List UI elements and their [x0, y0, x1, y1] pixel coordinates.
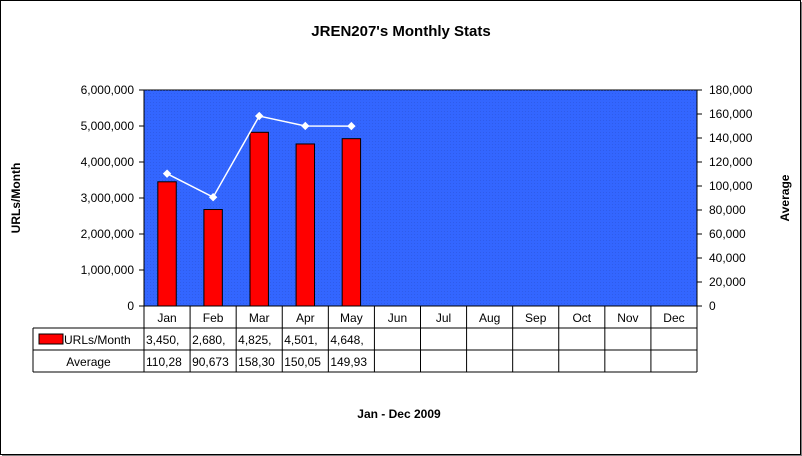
x-tick-label: Sep — [525, 311, 547, 325]
table-cell-urls: 3,450, — [146, 333, 179, 347]
y-tick-label: 4,000,000 — [81, 155, 135, 169]
y-tick-label: 6,000,000 — [81, 83, 135, 97]
legend-label-urls: URLs/Month — [64, 333, 131, 347]
y2-tick-label: 60,000 — [709, 227, 746, 241]
x-tick-label: Oct — [572, 311, 591, 325]
table-cell-average: 90,673 — [192, 355, 229, 369]
y-tick-label: 3,000,000 — [81, 191, 135, 205]
bar-feb — [203, 209, 223, 307]
y2-tick-label: 160,000 — [709, 107, 753, 121]
table-cell-urls: 4,648, — [330, 333, 363, 347]
y2-tick-label: 0 — [709, 299, 716, 313]
x-tick-label: May — [340, 311, 363, 325]
table-cell-urls: 2,680, — [192, 333, 225, 347]
chart-title: JREN207's Monthly Stats — [311, 23, 490, 40]
x-tick-label: Mar — [249, 311, 270, 325]
y-tick-label: 0 — [127, 299, 134, 313]
y-tick-label: 2,000,000 — [81, 227, 135, 241]
y2-tick-label: 20,000 — [709, 275, 746, 289]
bar-apr — [295, 143, 316, 307]
x-tick-label: Jul — [436, 311, 451, 325]
y-axis-title: URLs/Month — [9, 163, 23, 234]
y2-tick-label: 140,000 — [709, 131, 753, 145]
average-point-jan — [162, 169, 172, 178]
x-tick-label: Aug — [479, 311, 500, 325]
x-tick-label: Feb — [203, 311, 224, 325]
table-cell-average: 149,93 — [330, 355, 367, 369]
legend-label-average: Average — [66, 355, 111, 369]
bar-mar — [249, 131, 269, 307]
x-axis-title: Jan - Dec 2009 — [357, 407, 441, 421]
y-tick-label: 5,000,000 — [81, 119, 135, 133]
table-cell-urls: 4,825, — [238, 333, 271, 347]
x-tick-label: Jun — [388, 311, 407, 325]
y2-tick-label: 40,000 — [709, 251, 746, 265]
x-tick-label: Apr — [296, 311, 315, 325]
table-cell-average: 158,30 — [238, 355, 275, 369]
y-tick-label: 1,000,000 — [81, 263, 135, 277]
y2-tick-label: 80,000 — [709, 203, 746, 217]
legend-swatch-urls — [38, 333, 64, 345]
table-cell-average: 150,05 — [284, 355, 321, 369]
average-point-feb — [208, 192, 218, 202]
table-cell-average: 110,28 — [146, 355, 182, 369]
x-tick-label: Nov — [617, 311, 638, 325]
average-point-apr — [301, 121, 310, 131]
y2-axis-title: Average — [778, 174, 792, 221]
table-cell-urls: 4,501, — [284, 333, 317, 347]
bar-may — [341, 138, 362, 307]
y2-tick-label: 120,000 — [709, 155, 753, 169]
y2-tick-label: 180,000 — [709, 83, 753, 97]
bar-jan — [157, 181, 177, 307]
x-tick-label: Dec — [663, 311, 684, 325]
average-point-may — [347, 121, 356, 131]
plot-texture — [144, 90, 697, 306]
x-tick-label: Jan — [157, 311, 176, 325]
average-point-mar — [255, 111, 264, 121]
y2-tick-label: 100,000 — [709, 179, 753, 193]
